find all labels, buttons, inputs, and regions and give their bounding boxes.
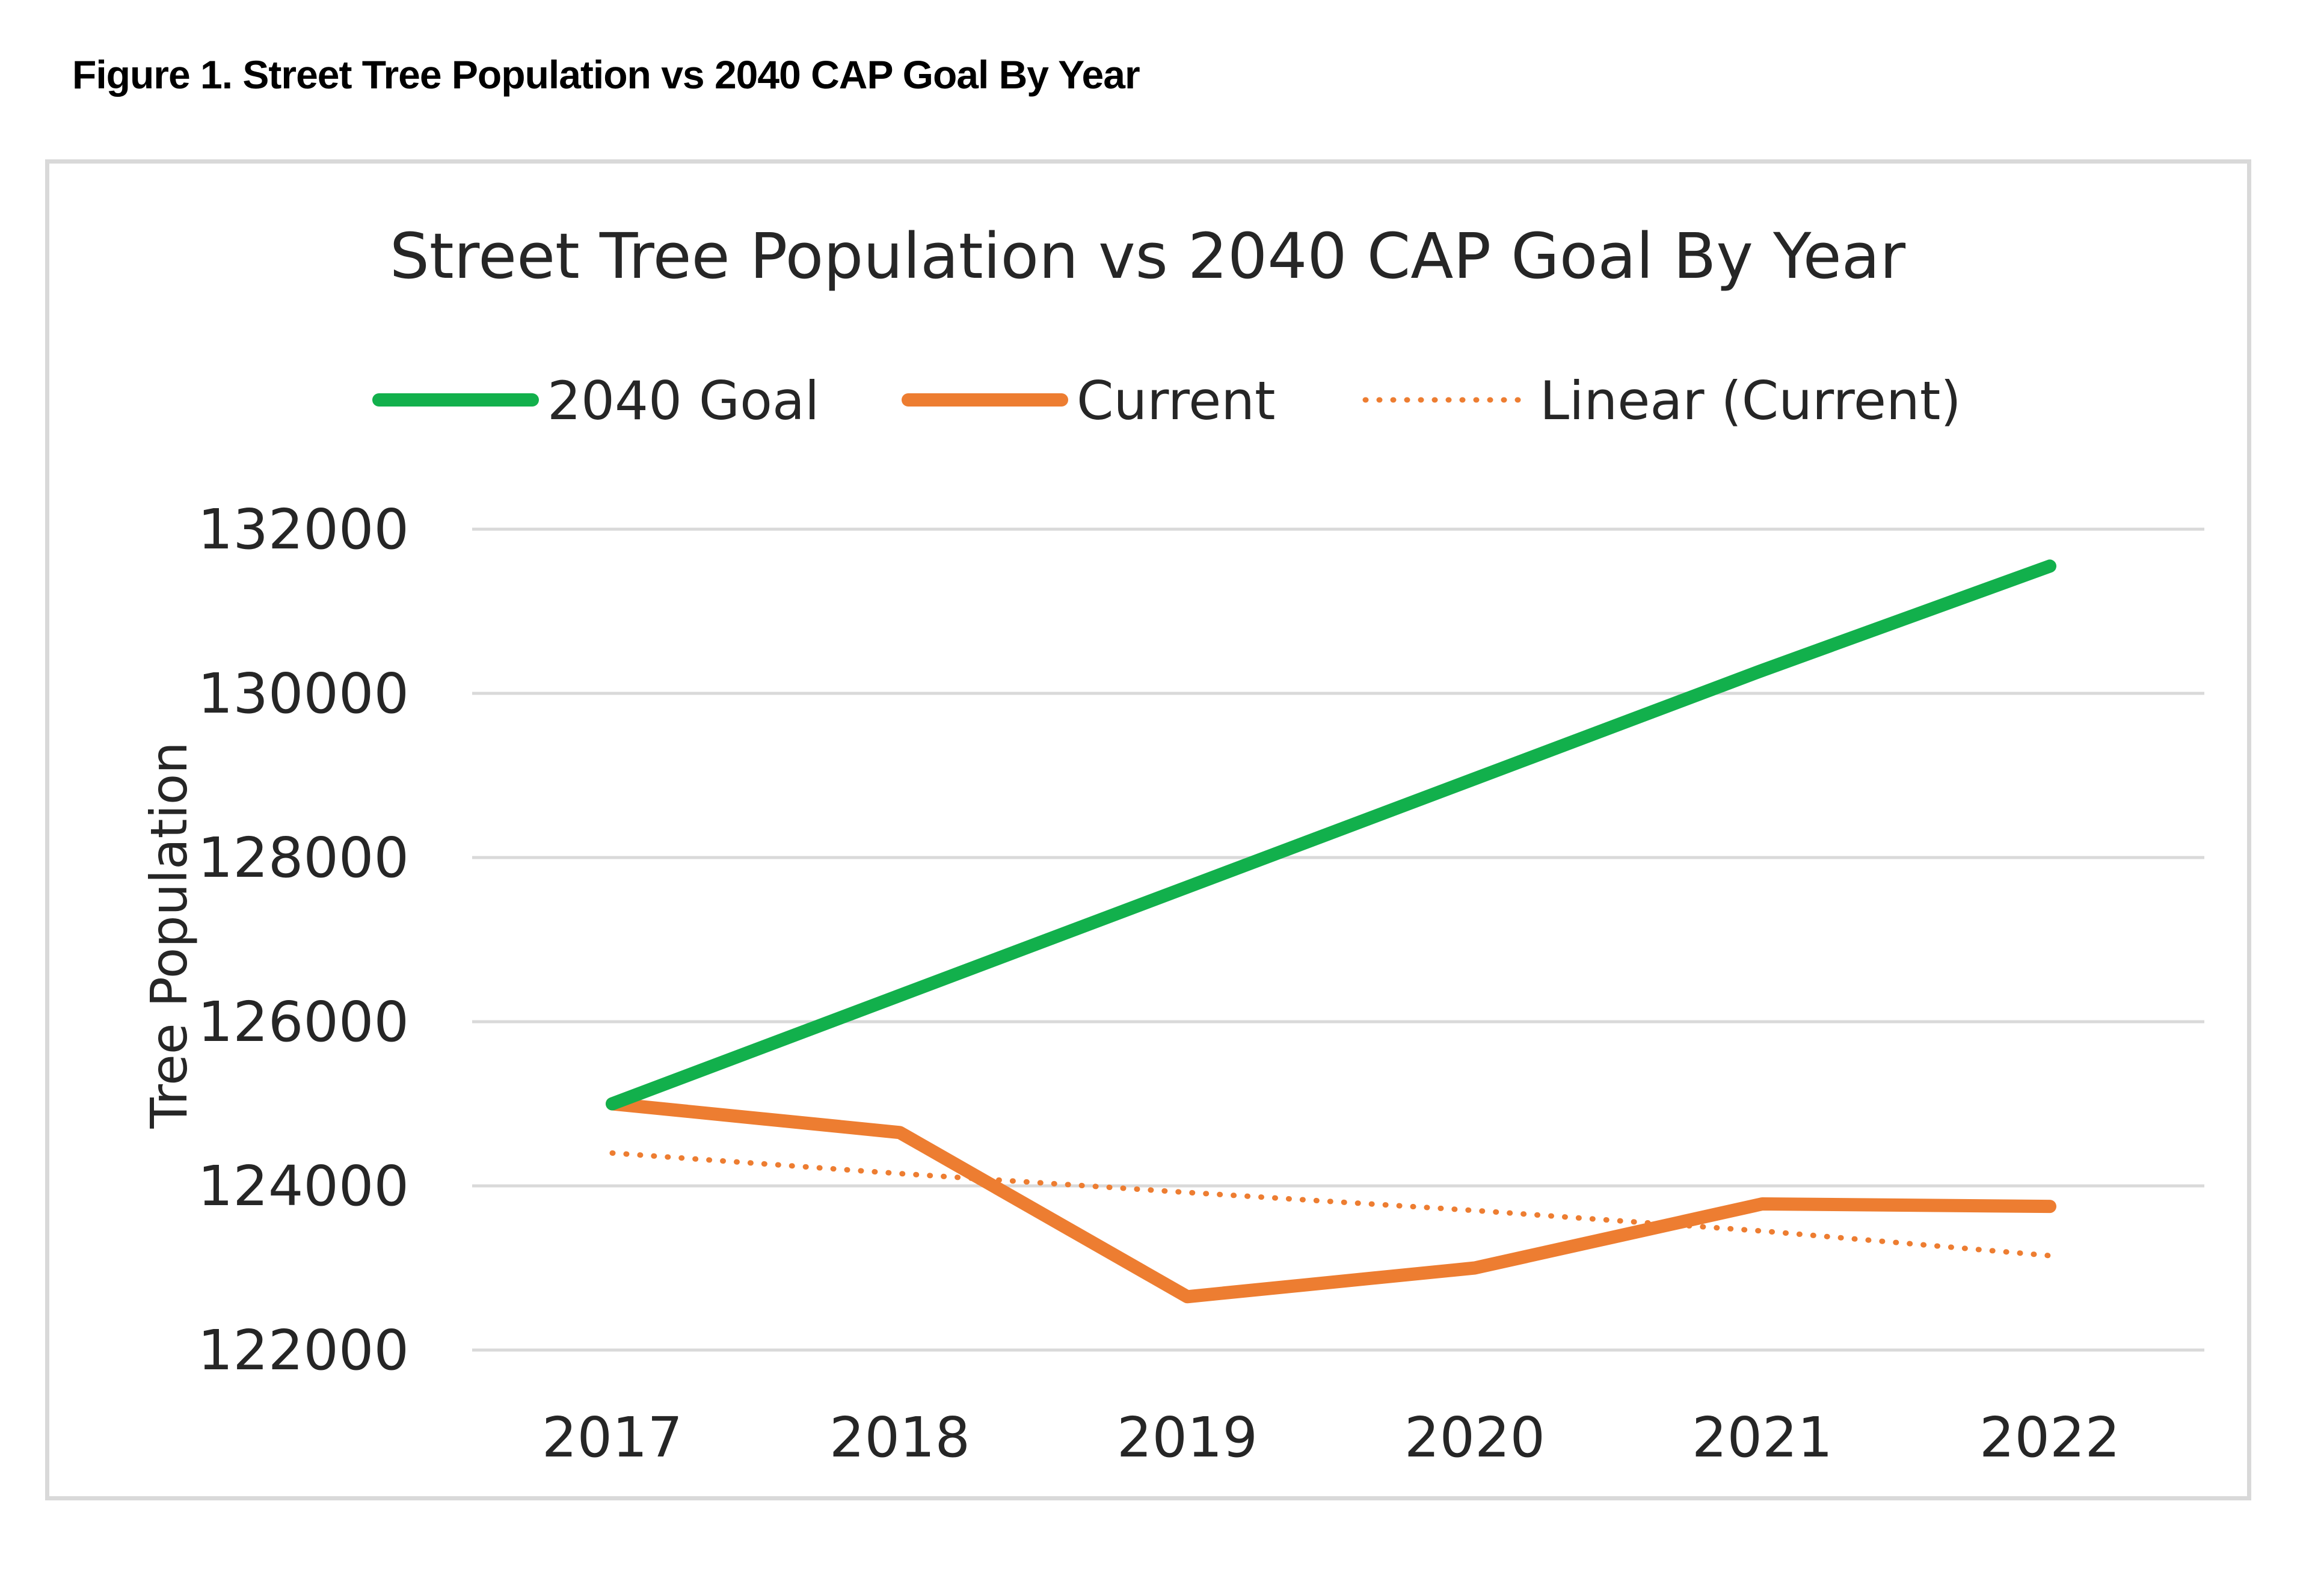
y-axis-title: Tree Population: [140, 741, 198, 1129]
x-axis-ticks: 2017 2018 2019 2020 2021 2022: [542, 1405, 2120, 1470]
series-lines: [606, 559, 2056, 1304]
legend-label: Linear (Current): [1540, 370, 1961, 432]
series-line-2040-goal: [606, 559, 2056, 1111]
y-tick-label: 122000: [198, 1318, 409, 1383]
x-tick-label: 2021: [1692, 1405, 1833, 1470]
series-line-current: [606, 1097, 2056, 1304]
y-tick-label: 130000: [198, 661, 409, 726]
y-tick-label: 132000: [198, 497, 409, 562]
x-tick-label: 2017: [542, 1405, 683, 1470]
figure-caption: Figure 1. Street Tree Population vs 2040…: [72, 52, 1140, 97]
y-tick-label: 124000: [198, 1154, 409, 1218]
legend-label: Current: [1077, 370, 1276, 432]
x-tick-label: 2022: [1979, 1405, 2120, 1470]
x-tick-label: 2018: [829, 1405, 970, 1470]
legend: 2040 Goal Current Linear (Current): [372, 370, 1961, 432]
series-line-linear-current: [609, 1150, 2053, 1259]
legend-label: 2040 Goal: [547, 370, 819, 432]
y-tick-label: 128000: [198, 826, 409, 890]
gridlines: [472, 527, 2204, 1352]
x-tick-label: 2019: [1117, 1405, 1258, 1470]
y-tick-label: 126000: [198, 990, 409, 1054]
x-tick-label: 2020: [1404, 1405, 1545, 1470]
y-axis-ticks: 122000 124000 126000 128000 130000 132000: [198, 497, 409, 1383]
chart-title: Street Tree Population vs 2040 CAP Goal …: [390, 219, 1906, 293]
